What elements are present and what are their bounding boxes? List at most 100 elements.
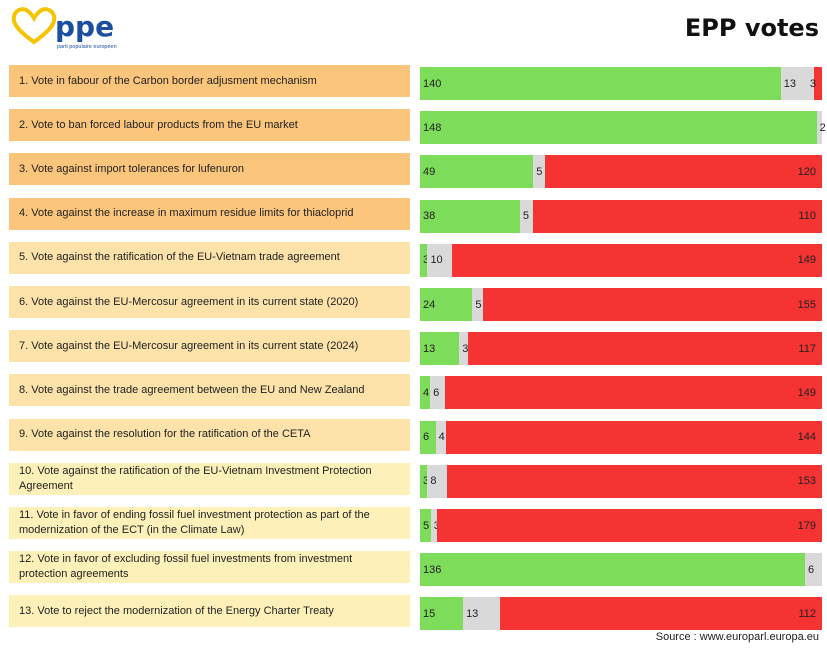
data-label: 144 bbox=[797, 431, 816, 444]
bar-segment-no: 110 bbox=[532, 199, 822, 233]
vote-label: 7. Vote against the EU-Mercosur agreemen… bbox=[9, 330, 410, 363]
bar-segment-yes: 5 bbox=[420, 509, 431, 542]
data-label: 6 bbox=[423, 431, 430, 444]
data-label: 140 bbox=[423, 77, 442, 90]
vote-bar: 13 3 117 bbox=[420, 332, 822, 366]
bar-segment-no: 155 bbox=[483, 288, 822, 321]
vote-bar: 38 5 110 bbox=[420, 199, 822, 233]
data-label: 5 bbox=[475, 298, 482, 311]
data-label: 10 bbox=[430, 254, 443, 267]
bar-segment-yes: 3 bbox=[420, 243, 430, 277]
data-label: 148 bbox=[423, 121, 442, 134]
data-label: 6 bbox=[433, 386, 440, 399]
data-label: 117 bbox=[798, 342, 816, 355]
data-label: 5 bbox=[522, 210, 529, 223]
bar-segment-yes: 148 bbox=[420, 111, 817, 145]
bar-segment-yes: 3 bbox=[420, 464, 430, 498]
bar-segment-yes: 4 bbox=[420, 376, 431, 410]
data-label: 13 bbox=[783, 77, 797, 90]
vote-label: 12. Vote in favor of excluding fossil fu… bbox=[9, 551, 410, 584]
bar-segment-no: 144 bbox=[446, 420, 822, 454]
bar-segment-abstain: 4 bbox=[435, 420, 447, 454]
vote-label: 5. Vote against the ratification of the … bbox=[9, 241, 410, 274]
data-label: 120 bbox=[797, 165, 816, 178]
data-label: 3 bbox=[809, 77, 816, 90]
data-label: 179 bbox=[797, 519, 816, 532]
bar-segment-yes: 49 bbox=[420, 155, 534, 189]
bar-segment-abstain: 3 bbox=[430, 509, 440, 542]
data-label: 3 bbox=[423, 475, 430, 488]
epp-logo: ppe parti populaire européen bbox=[10, 6, 120, 54]
data-label: 6 bbox=[808, 563, 815, 576]
source-note: Source : www.europarl.europa.eu bbox=[655, 631, 819, 643]
data-label: 5 bbox=[536, 165, 543, 178]
heart-logo-icon bbox=[11, 7, 57, 45]
bar-segment-no: 3 bbox=[810, 67, 822, 100]
data-label: 24 bbox=[423, 298, 436, 311]
bar-segment-no: 153 bbox=[446, 464, 822, 498]
bar-segment-no: 149 bbox=[445, 376, 822, 410]
data-label: 149 bbox=[797, 254, 816, 267]
data-label: 3 bbox=[462, 342, 469, 355]
data-label: 153 bbox=[797, 475, 816, 488]
vote-bar: 49 5 120 bbox=[420, 155, 822, 189]
bar-segment-yes: 136 bbox=[420, 553, 805, 587]
bar-segment-abstain: 13 bbox=[780, 67, 815, 100]
bar-segment-abstain: 3 bbox=[459, 332, 469, 366]
bar-segment-abstain: 5 bbox=[519, 199, 533, 233]
vote-label: 4. Vote against the increase in maximum … bbox=[9, 197, 410, 230]
data-label: 3 bbox=[423, 254, 430, 267]
data-label: 3 bbox=[434, 520, 440, 532]
bar-segment-abstain: 2 bbox=[816, 111, 826, 145]
data-label: 13 bbox=[466, 607, 479, 620]
vote-label: 8. Vote against the trade agreement betw… bbox=[9, 374, 410, 407]
vote-label: 2. Vote to ban forced labour products fr… bbox=[9, 109, 410, 142]
vote-label: 1. Vote in fabour of the Carbon border a… bbox=[9, 65, 410, 97]
bar-segment-no: 149 bbox=[452, 243, 822, 277]
data-label: 155 bbox=[797, 298, 816, 311]
data-label: 38 bbox=[423, 210, 436, 223]
bar-segment-abstain: 6 bbox=[805, 553, 822, 587]
vote-label: 11. Vote in favor of ending fossil fuel … bbox=[9, 507, 410, 539]
bar-segment-yes: 13 bbox=[420, 332, 460, 366]
vote-label: 3. Vote against import tolerances for lu… bbox=[9, 153, 410, 186]
bar-segment-yes: 38 bbox=[420, 199, 520, 233]
vote-bar: 4 6 149 bbox=[420, 376, 822, 410]
vote-label: 10. Vote against the ratification of the… bbox=[9, 462, 410, 495]
data-label: 149 bbox=[797, 386, 816, 399]
logo-subtext: parti populaire européen bbox=[57, 44, 117, 50]
vote-bar: 15 13 112 bbox=[420, 597, 822, 631]
data-label: 13 bbox=[423, 342, 436, 355]
data-label: 5 bbox=[423, 519, 430, 532]
vote-label: 9. Vote against the resolution for the r… bbox=[9, 418, 410, 451]
vote-label: 6. Vote against the EU-Mercosur agreemen… bbox=[9, 286, 410, 318]
vote-bar: 140 13 3 bbox=[420, 67, 822, 100]
data-label: 2 bbox=[819, 121, 826, 134]
bar-segment-abstain: 10 bbox=[427, 243, 453, 277]
vote-bar: 24 5 155 bbox=[420, 288, 822, 321]
vote-bar: 53 179 bbox=[420, 509, 822, 542]
bar-segment-abstain: 5 bbox=[533, 155, 545, 189]
page-title: EPP votes bbox=[684, 14, 819, 42]
vote-bar: 6 4 144 bbox=[420, 420, 822, 454]
vote-label: 13. Vote to reject the modernization of … bbox=[9, 595, 410, 628]
bar-segment-abstain: 13 bbox=[463, 597, 501, 631]
logo-text: ppe bbox=[55, 10, 115, 43]
data-label: 15 bbox=[423, 607, 436, 620]
bar-segment-no: 120 bbox=[544, 155, 822, 189]
data-label: 8 bbox=[430, 475, 437, 488]
data-label: 110 bbox=[798, 210, 816, 223]
vote-bar: 3 10 149 bbox=[420, 243, 822, 277]
bar-segment-yes: 6 bbox=[420, 420, 436, 454]
bar-segment-no: 112 bbox=[500, 597, 822, 631]
data-label: 49 bbox=[423, 165, 436, 178]
vote-bar: 136 6 bbox=[420, 553, 822, 587]
data-label: 112 bbox=[798, 607, 816, 620]
bar-segment-abstain: 6 bbox=[430, 376, 446, 410]
vote-bar: 148 2 bbox=[420, 111, 826, 145]
data-label: 136 bbox=[423, 563, 442, 576]
bar-segment-abstain: 5 bbox=[472, 288, 484, 321]
vote-bar: 3 8 153 bbox=[420, 464, 822, 498]
bar-segment-abstain: 8 bbox=[427, 464, 447, 498]
bar-segment-no: 117 bbox=[468, 332, 822, 366]
